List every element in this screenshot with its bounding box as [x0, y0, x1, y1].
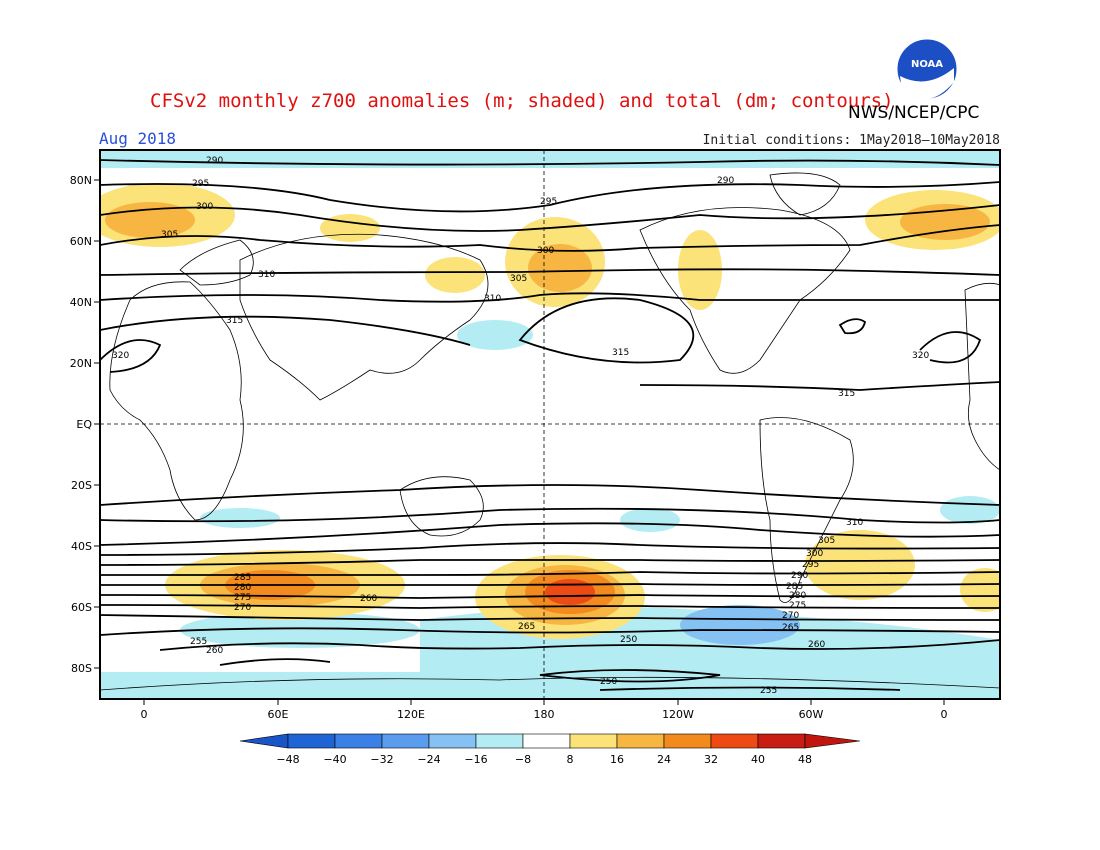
- contour-label: 305: [510, 274, 527, 284]
- lon-axis: [143, 699, 945, 705]
- contour-label: 310: [846, 518, 863, 528]
- colorbar-tick-label: 24: [657, 753, 671, 766]
- period-label: Aug 2018: [99, 129, 177, 148]
- colorbar-tick-label: 8: [567, 753, 574, 766]
- lat-label: 20N: [70, 357, 92, 370]
- contour-label: 315: [838, 389, 855, 399]
- lat-label: EQ: [76, 418, 92, 431]
- lat-label: 40N: [70, 296, 92, 309]
- colorbar-swatch: [475, 733, 524, 749]
- colorbar-swatch: [381, 733, 430, 749]
- lat-label: 80N: [70, 174, 92, 187]
- contour-label: 300: [537, 246, 554, 256]
- anomaly-shading: [100, 150, 1000, 699]
- colorbar-tick-label: 40: [751, 753, 765, 766]
- contour-label: 320: [912, 351, 929, 361]
- contour-label: 305: [161, 230, 178, 240]
- contour-label: 260: [360, 594, 377, 604]
- contour-label: 290: [717, 176, 734, 186]
- contour-label: 250: [620, 635, 637, 645]
- colorbar-tick-label: −40: [323, 753, 346, 766]
- colorbar-tick-label: 16: [610, 753, 624, 766]
- colorbar-low-arrow: [239, 733, 289, 749]
- contour-label: 270: [782, 611, 799, 621]
- contour-label: 295: [540, 197, 557, 207]
- contour-label: 260: [206, 646, 223, 656]
- lat-axis: [94, 179, 100, 669]
- contour-label: 260: [808, 640, 825, 650]
- lat-label: 40S: [71, 540, 92, 553]
- lon-labels: 0 60E 120E 180 120W 60W 0: [141, 708, 948, 721]
- lon-label: 0: [941, 708, 948, 721]
- contour-label: 265: [518, 622, 535, 632]
- contour-label: 280: [234, 583, 251, 593]
- colorbar-swatch: [710, 733, 759, 749]
- coastlines: [100, 172, 1000, 691]
- colorbar-swatch: [616, 733, 665, 749]
- contour-label: 270: [234, 603, 251, 613]
- colorbar-tick-label: −24: [417, 753, 440, 766]
- colorbar-tick-label: 32: [704, 753, 718, 766]
- colorbar-swatch: [569, 733, 618, 749]
- contour-label: 285: [786, 582, 803, 592]
- contour-label: 305: [818, 536, 835, 546]
- lat-label: 80S: [71, 662, 92, 675]
- colorbar-swatch: [522, 733, 571, 749]
- contour-label: 285: [234, 573, 251, 583]
- agency-label: NWS/NCEP/CPC: [848, 103, 980, 123]
- noaa-logo: NOAA: [896, 38, 958, 100]
- lat-label: 60S: [71, 601, 92, 614]
- lon-label: 120E: [397, 708, 425, 721]
- lat-labels: 80N 60N 40N 20N EQ 20S 40S 60S 80S: [70, 174, 93, 675]
- colorbar-swatch: [287, 733, 336, 749]
- contour-label: 295: [802, 560, 819, 570]
- colorbar-swatch: [428, 733, 477, 749]
- colorbar-swatch: [334, 733, 383, 749]
- lat-label: 20S: [71, 479, 92, 492]
- colorbar-tick-label: −48: [276, 753, 299, 766]
- contour-label: 310: [258, 270, 275, 280]
- contour-label: 315: [612, 348, 629, 358]
- colorbar: −48 −40 −32 −24 −16 −8 8 16 24 32 40 48: [239, 733, 861, 766]
- colorbar-high-arrow: [804, 733, 861, 749]
- lon-label: 0: [141, 708, 148, 721]
- contour-label: 280: [789, 591, 806, 601]
- colorbar-tick-label: 48: [798, 753, 812, 766]
- colorbar-swatch: [663, 733, 712, 749]
- lon-label: 120W: [662, 708, 694, 721]
- contour-label: 265: [782, 623, 799, 633]
- contour-label: 250: [600, 677, 617, 687]
- contour-label: 275: [234, 593, 251, 603]
- colorbar-swatch: [757, 733, 806, 749]
- colorbar-tick-label: −32: [370, 753, 393, 766]
- contour-label: 320: [112, 351, 129, 361]
- lon-label: 60W: [799, 708, 824, 721]
- contour-label-group: 290 295 300 305 310 315 320 315 310 305 …: [112, 156, 929, 696]
- contour-label: 300: [196, 202, 213, 212]
- contour-label: 290: [791, 571, 808, 581]
- contour-label: 290: [206, 156, 223, 166]
- colorbar-tick-label: −8: [515, 753, 531, 766]
- contour-label: 275: [789, 601, 806, 611]
- contour-label: 315: [226, 316, 243, 326]
- contour-label: 310: [484, 294, 501, 304]
- lon-label: 60E: [268, 708, 289, 721]
- logo-text: NOAA: [911, 59, 943, 70]
- lat-label: 60N: [70, 235, 92, 248]
- contour-label: 255: [190, 637, 207, 647]
- contour-label: 255: [760, 686, 777, 696]
- lon-label: 180: [534, 708, 555, 721]
- chart-title: CFSv2 monthly z700 anomalies (m; shaded)…: [150, 90, 894, 112]
- height-contours: [100, 159, 1000, 691]
- contour-label: 295: [192, 179, 209, 189]
- colorbar-tick-label: −16: [464, 753, 487, 766]
- initial-conditions: Initial conditions: 1May2018–10May2018: [702, 133, 1000, 148]
- contour-label: 300: [806, 549, 823, 559]
